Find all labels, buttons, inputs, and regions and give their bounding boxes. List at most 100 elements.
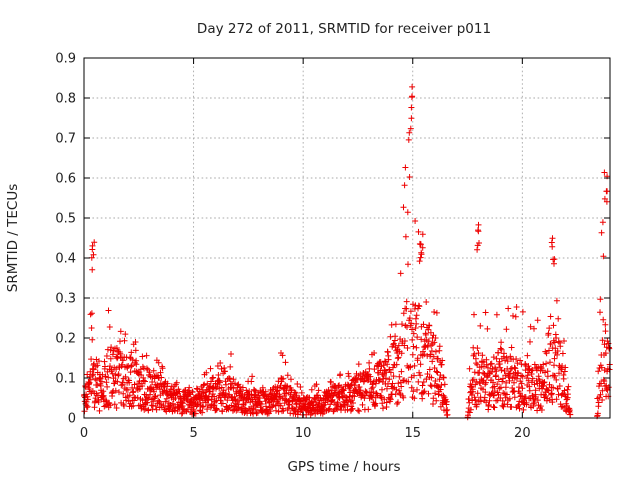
data-point bbox=[155, 359, 162, 366]
data-point bbox=[264, 409, 271, 416]
data-point bbox=[544, 373, 551, 380]
data-point bbox=[525, 377, 532, 384]
data-point bbox=[561, 338, 567, 344]
data-point bbox=[273, 407, 279, 414]
data-point bbox=[124, 386, 131, 393]
data-point bbox=[334, 406, 341, 413]
data-point bbox=[313, 381, 320, 388]
data-point bbox=[595, 399, 602, 406]
data-point bbox=[522, 394, 529, 401]
data-point bbox=[144, 399, 151, 406]
data-point bbox=[139, 383, 146, 389]
data-point bbox=[418, 251, 425, 258]
data-point bbox=[108, 368, 115, 375]
data-point bbox=[259, 384, 266, 391]
data-point bbox=[436, 343, 443, 350]
data-point bbox=[466, 409, 473, 416]
data-point bbox=[491, 404, 498, 411]
data-point bbox=[94, 382, 101, 388]
data-point bbox=[538, 407, 545, 413]
data-point bbox=[328, 379, 334, 386]
data-point bbox=[158, 374, 165, 381]
data-point bbox=[417, 241, 424, 248]
data-point bbox=[485, 364, 491, 371]
data-point bbox=[411, 372, 418, 379]
data-point bbox=[495, 349, 502, 356]
data-points bbox=[81, 83, 613, 421]
data-point bbox=[407, 125, 414, 132]
data-point bbox=[201, 381, 208, 388]
data-point bbox=[507, 366, 514, 372]
data-point bbox=[280, 375, 287, 382]
data-point bbox=[128, 349, 135, 356]
data-point bbox=[408, 115, 415, 122]
data-point bbox=[598, 380, 605, 387]
data-point bbox=[491, 392, 497, 399]
x-tick-label: 15 bbox=[404, 426, 421, 441]
data-point bbox=[515, 401, 522, 408]
data-point bbox=[471, 351, 478, 357]
data-point bbox=[334, 399, 341, 406]
data-point bbox=[412, 315, 419, 322]
y-tick-label: 0.6 bbox=[55, 172, 76, 187]
data-point bbox=[541, 379, 548, 386]
data-point bbox=[416, 258, 423, 265]
data-point bbox=[387, 395, 394, 402]
x-tick-label: 5 bbox=[189, 426, 197, 441]
data-point bbox=[405, 378, 412, 385]
y-tick-label: 0 bbox=[68, 412, 76, 427]
data-point bbox=[527, 338, 533, 345]
data-point bbox=[415, 378, 422, 385]
data-point bbox=[427, 351, 434, 358]
data-point bbox=[509, 375, 516, 382]
data-point bbox=[551, 256, 558, 263]
data-point bbox=[189, 389, 196, 396]
data-point bbox=[405, 136, 412, 143]
data-point bbox=[390, 373, 397, 380]
plot-frame bbox=[83, 57, 611, 419]
data-point bbox=[435, 391, 442, 398]
data-point bbox=[498, 346, 505, 353]
data-point bbox=[102, 373, 109, 380]
data-point bbox=[518, 380, 525, 387]
data-point bbox=[113, 366, 120, 373]
data-point bbox=[95, 399, 102, 405]
data-point bbox=[121, 402, 127, 409]
data-point bbox=[431, 339, 438, 346]
data-point bbox=[392, 391, 399, 398]
data-point bbox=[155, 397, 162, 404]
data-point bbox=[599, 337, 606, 344]
data-point bbox=[533, 367, 540, 374]
data-point bbox=[143, 352, 150, 359]
data-point bbox=[531, 399, 538, 406]
data-point bbox=[414, 334, 421, 341]
data-point bbox=[174, 408, 181, 415]
data-point bbox=[553, 376, 560, 383]
data-point bbox=[599, 219, 606, 226]
data-point bbox=[433, 397, 440, 404]
data-point bbox=[420, 321, 427, 328]
data-point bbox=[400, 394, 407, 401]
data-point bbox=[207, 388, 213, 395]
data-point bbox=[547, 340, 554, 347]
data-point bbox=[500, 403, 507, 410]
data-point bbox=[406, 315, 413, 322]
data-point bbox=[552, 372, 558, 379]
data-point bbox=[98, 378, 105, 385]
data-point bbox=[602, 350, 609, 357]
data-point bbox=[404, 324, 410, 330]
data-point bbox=[470, 388, 476, 395]
data-point bbox=[97, 375, 104, 382]
data-point bbox=[601, 169, 608, 176]
data-point bbox=[130, 402, 137, 409]
data-point bbox=[170, 387, 177, 393]
data-point bbox=[347, 389, 354, 396]
data-point bbox=[200, 403, 207, 410]
data-point bbox=[384, 361, 391, 368]
data-point bbox=[84, 396, 91, 403]
data-point bbox=[540, 379, 547, 386]
data-point bbox=[193, 385, 200, 392]
data-point bbox=[325, 387, 332, 393]
data-point bbox=[495, 391, 502, 398]
